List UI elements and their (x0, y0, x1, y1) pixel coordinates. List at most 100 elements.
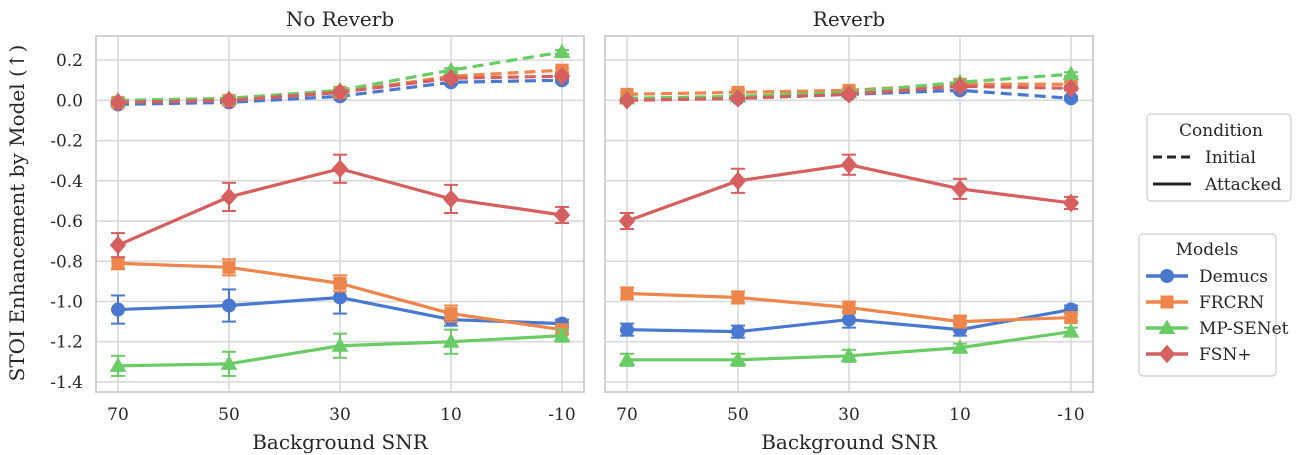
data-point (553, 327, 571, 342)
legend-condition: Condition Initial Attacked (1146, 113, 1292, 202)
series-mp-senet-attacked (618, 323, 1080, 367)
data-point (618, 351, 636, 366)
x-tick-label: 50 (727, 405, 749, 425)
legend-condition-title: Condition (1179, 121, 1263, 141)
panel-title: Reverb (813, 7, 885, 31)
x-tick-label: -10 (1057, 405, 1084, 425)
x-tick-label: -10 (548, 405, 575, 425)
data-point (731, 324, 745, 339)
data-point (331, 337, 349, 352)
legend-model-label: Demucs (1199, 267, 1268, 287)
legend-marker (1158, 319, 1176, 334)
data-point (442, 68, 460, 88)
legend-condition-attacked-label: Attacked (1204, 175, 1282, 195)
data-point (618, 91, 636, 110)
y-tick-label: -0.4 (50, 172, 83, 192)
legend-model-demucs: Demucs (1146, 267, 1268, 287)
legend-condition-initial-label: Initial (1205, 148, 1256, 168)
data-point (109, 357, 127, 372)
legend-models-box (1138, 233, 1277, 377)
plot-frame (604, 35, 1094, 393)
x-tick-label: 10 (949, 405, 971, 425)
data-point (553, 205, 571, 225)
data-point (842, 312, 856, 327)
x-axis-label: Background SNR (761, 430, 937, 454)
legend-model-label: FRCRN (1199, 293, 1264, 313)
y-tick-label: 0.2 (56, 51, 83, 71)
data-point (1062, 193, 1080, 213)
data-point (333, 290, 347, 305)
series-frcrn-attacked (620, 286, 1078, 329)
plot-frame (95, 35, 585, 393)
data-point (842, 301, 856, 315)
legend-model-frcrn: FRCRN (1146, 293, 1264, 313)
y-tick-label: -0.2 (50, 132, 83, 152)
data-point (553, 43, 571, 59)
data-point (1062, 323, 1080, 338)
legend-marker (1160, 295, 1174, 309)
data-point (442, 189, 460, 209)
y-tick-label: -1.4 (50, 373, 83, 393)
data-point (220, 187, 238, 207)
data-point (618, 211, 636, 231)
series-fsn-attacked (109, 153, 571, 259)
data-point (222, 260, 236, 274)
data-point (729, 171, 747, 191)
legend-condition-box (1146, 113, 1292, 202)
data-point (1064, 311, 1078, 325)
data-point (1062, 79, 1080, 98)
legend-model-mp-senet: MP-SENet (1146, 319, 1289, 339)
y-tick-label: -1.0 (50, 292, 83, 312)
data-point (442, 333, 460, 348)
series-demucs-attacked (620, 302, 1078, 339)
data-point (731, 290, 745, 304)
data-point (444, 307, 458, 321)
series-mp-senet-attacked (109, 327, 571, 377)
legend-marker (1160, 269, 1174, 283)
data-point (331, 159, 349, 179)
legend-models-title: Models (1176, 240, 1239, 260)
series-fsn-initial (618, 77, 1080, 110)
data-point (220, 91, 238, 110)
panel-reverb: Reverb Background SNR 70 50 30 10 -10 (604, 7, 1094, 454)
data-point (951, 179, 969, 199)
data-point (553, 66, 571, 86)
y-tick-label: -0.8 (50, 252, 83, 272)
x-tick-label: 10 (440, 405, 462, 425)
data-point (620, 322, 634, 337)
data-point (620, 286, 634, 300)
y-tick-label: -1.2 (50, 333, 83, 353)
data-point (111, 256, 125, 270)
panel-no-reverb: No Reverb Background SNR 70 50 30 10 -10 0.2 0.0… (50, 7, 585, 454)
data-point (333, 276, 347, 290)
series-frcrn-attacked (111, 256, 569, 337)
panel-title: No Reverb (286, 7, 394, 31)
data-point (222, 298, 236, 313)
x-tick-label: 70 (616, 405, 638, 425)
x-tick-label: 70 (107, 405, 129, 425)
x-tick-label: 50 (218, 405, 240, 425)
data-point (840, 347, 858, 362)
data-point (729, 351, 747, 366)
data-point (1062, 65, 1080, 81)
x-tick-label: 30 (329, 405, 351, 425)
y-axis-label: STOI Enhancement by Model (↑) (5, 45, 29, 382)
series-fsn-attacked (618, 153, 1080, 231)
chart-panels: No Reverb Background SNR 70 50 30 10 -10 0.2 0.0… (50, 7, 1094, 454)
legend-model-label: FSN+ (1199, 345, 1252, 365)
data-point (109, 93, 127, 112)
x-tick-label: 30 (838, 405, 860, 425)
legend-marker (1158, 344, 1176, 364)
legend-model-label: MP-SENet (1199, 319, 1289, 339)
x-axis-label: Background SNR (252, 430, 428, 454)
series-fsn-initial (109, 66, 571, 112)
data-point (840, 155, 858, 174)
y-tick-label: -0.6 (50, 212, 83, 232)
legend-models: Models Demucs FRCRN MP-SENet FSN+ (1138, 233, 1289, 377)
data-point (951, 77, 969, 96)
data-point (111, 302, 125, 317)
data-point (331, 83, 349, 102)
data-point (109, 235, 127, 255)
data-point (840, 85, 858, 104)
